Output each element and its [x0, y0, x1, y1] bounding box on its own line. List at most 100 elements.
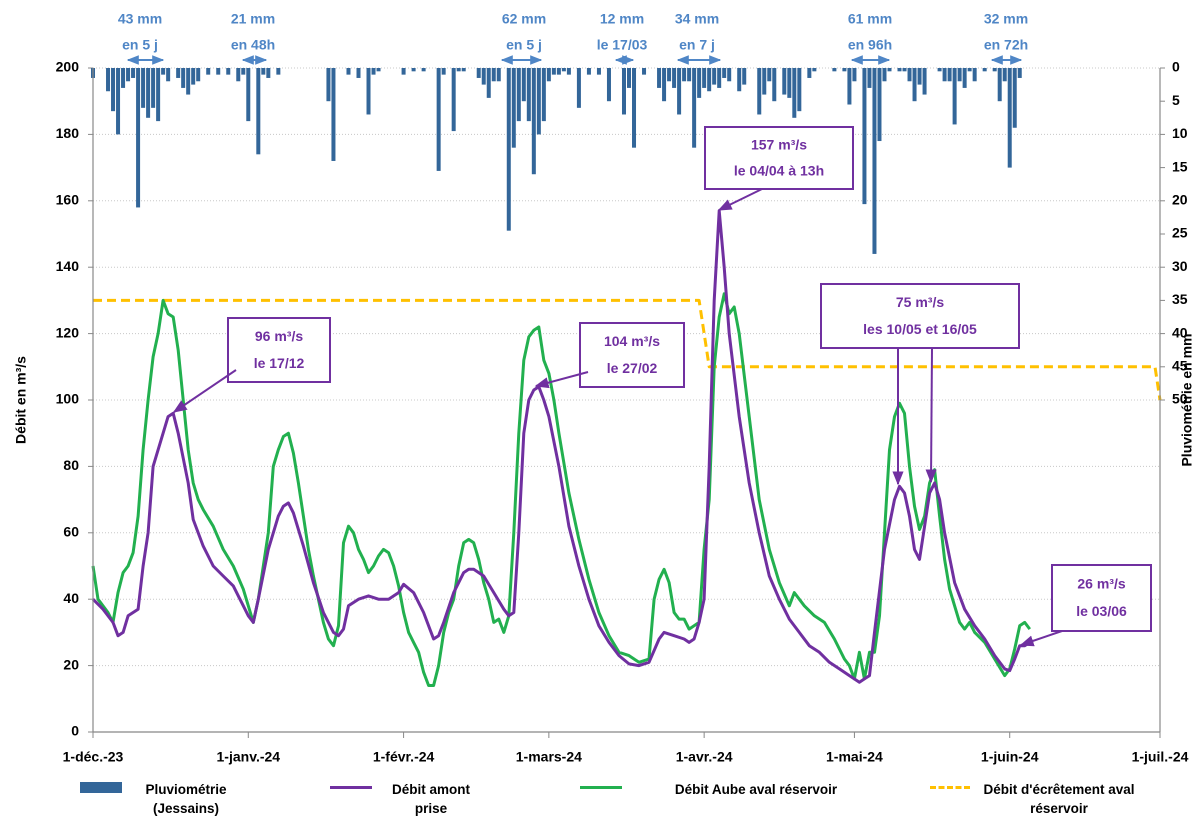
rain-bar	[136, 68, 141, 208]
rain-bar	[176, 68, 181, 78]
rain-bar	[331, 68, 336, 161]
y2-tick-label: 20	[1172, 192, 1188, 208]
rain-bar	[692, 68, 697, 148]
rain-bar	[767, 68, 772, 82]
rain-bar	[126, 68, 131, 82]
rain-bar	[326, 68, 331, 102]
rain-bar	[536, 68, 541, 135]
rain-bar	[451, 68, 456, 132]
rain-bar	[1002, 68, 1007, 82]
callout-box	[579, 322, 685, 388]
rain-bar	[371, 68, 376, 75]
rain-bar	[456, 68, 461, 72]
rain-bar	[852, 68, 857, 82]
rain-bar	[712, 68, 717, 85]
rain-bar	[256, 68, 261, 155]
rain-bar	[276, 68, 281, 75]
rain-bar	[737, 68, 742, 92]
rain-bar	[366, 68, 371, 115]
rain-bar	[677, 68, 682, 115]
rain-bar	[556, 68, 561, 75]
rain-bar	[226, 68, 231, 75]
rain-bar	[882, 68, 887, 82]
rain-bar	[236, 68, 241, 82]
y-tick-label: 120	[56, 324, 80, 340]
chart: Débit en m³/s Pluviométrie en mm 0 20 40 60…	[13, 11, 1195, 765]
rain-bar	[261, 68, 266, 75]
rain-bar	[546, 68, 551, 82]
legend-swatch	[80, 782, 122, 793]
callout-arrow	[925, 347, 937, 484]
rain-bar	[917, 68, 922, 85]
rain-bar	[566, 68, 571, 75]
rain-bar	[141, 68, 146, 108]
callout-text: 75 m³/s	[896, 294, 944, 310]
rain-annotation: en 7 j	[679, 37, 715, 53]
rain-bar	[621, 68, 626, 115]
x-tick-label: 1-déc.-23	[63, 749, 124, 765]
rain-bar	[707, 68, 712, 92]
rain-annotation: en 48h	[231, 37, 275, 53]
y2-tick-label: 45	[1172, 358, 1188, 374]
x-tick-label: 1-avr.-24	[676, 749, 733, 765]
y2-tick-label: 0	[1172, 59, 1180, 75]
callout-text: 157 m³/s	[751, 136, 807, 152]
x-tick-label: 1-mai-24	[826, 749, 883, 765]
rain-bar	[151, 68, 156, 108]
rain-bar	[657, 68, 662, 88]
rain-annotation: en 5 j	[122, 37, 158, 53]
y2-tick-label: 30	[1172, 258, 1188, 274]
rain-bar	[967, 68, 972, 72]
callout-arrow	[1019, 630, 1063, 647]
y2-tick-label: 15	[1172, 158, 1188, 174]
rain-bar	[1007, 68, 1012, 168]
rain-bar	[787, 68, 792, 98]
rain-bar	[561, 68, 566, 72]
legend-swatch	[930, 786, 970, 789]
rain-annotation: 43 mm	[118, 11, 162, 27]
callout-box	[704, 126, 854, 190]
rain-bar	[717, 68, 722, 88]
rain-bar	[887, 68, 892, 72]
rain-bar	[531, 68, 536, 175]
y-tick-label: 180	[56, 125, 80, 141]
rain-bar	[952, 68, 957, 125]
rain-bar	[1012, 68, 1017, 128]
rain-bar	[687, 68, 692, 82]
rain-bar	[181, 68, 186, 88]
rain-bar	[897, 68, 902, 72]
rain-bar	[997, 68, 1002, 102]
legend-label: Débit Aube aval réservoir	[674, 782, 838, 797]
rain-bar	[461, 68, 466, 72]
callout-arrow	[717, 188, 763, 211]
rain-annotation: 12 mm	[600, 11, 644, 27]
rain-annotation: le 17/03	[597, 37, 648, 53]
rain-bar	[877, 68, 882, 142]
callout-box	[227, 317, 331, 383]
y2-tick-label: 25	[1172, 225, 1188, 241]
x-tick-label: 1-févr.-24	[373, 749, 435, 765]
rain-bar	[937, 68, 942, 72]
rain-bar	[486, 68, 491, 98]
callout-text: 104 m³/s	[604, 333, 660, 349]
y-tick-label: 80	[63, 457, 79, 473]
rain-bar	[196, 68, 201, 82]
rain-bar	[782, 68, 787, 95]
rain-annotation: en 72h	[984, 37, 1028, 53]
legend-item: Débit Aube aval réservoir	[580, 780, 886, 799]
rain-bar	[942, 68, 947, 82]
rain-bar	[982, 68, 987, 72]
rain-bar	[481, 68, 486, 85]
x-tick-label: 1-juil.-24	[1132, 749, 1189, 765]
rain-bar	[376, 68, 381, 72]
rain-bar	[957, 68, 962, 82]
rain-bar	[411, 68, 416, 72]
rain-bar	[106, 68, 111, 92]
rain-bar	[872, 68, 877, 254]
rain-bar	[842, 68, 847, 72]
rain-bar	[121, 68, 126, 88]
rain-bar	[246, 68, 251, 122]
legend-item: Débit amont prise	[330, 780, 486, 818]
rain-bar	[206, 68, 211, 75]
